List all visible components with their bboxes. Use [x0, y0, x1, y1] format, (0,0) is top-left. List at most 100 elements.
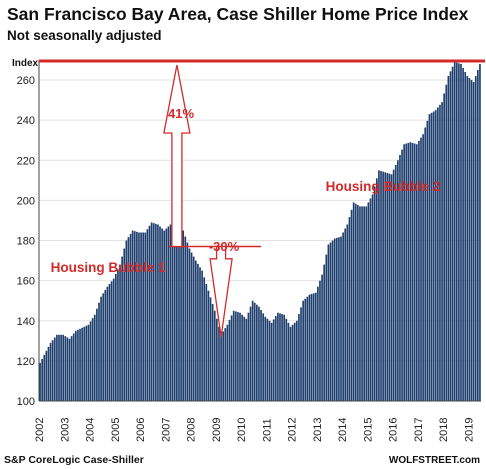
bar — [133, 231, 136, 401]
bar — [232, 310, 235, 401]
bar — [49, 342, 52, 401]
bar — [182, 230, 185, 401]
bar — [176, 218, 178, 401]
bar — [110, 281, 113, 401]
bar — [64, 336, 67, 401]
bar — [338, 237, 340, 401]
bar — [413, 143, 416, 401]
bar — [77, 329, 79, 401]
bar — [165, 228, 168, 401]
bar — [239, 312, 241, 401]
bar — [283, 314, 286, 401]
bar — [350, 209, 353, 401]
bar — [424, 127, 427, 401]
bar — [224, 328, 227, 401]
bar — [439, 104, 441, 402]
bar — [277, 312, 279, 401]
bar — [455, 62, 458, 402]
bar — [306, 296, 309, 401]
bar — [72, 333, 75, 401]
bar — [237, 312, 239, 401]
bar — [256, 304, 258, 401]
bar — [102, 293, 105, 401]
x-tick-label: 2006 — [135, 418, 147, 442]
bar — [293, 322, 296, 401]
x-tick-label: 2011 — [261, 418, 273, 442]
bar — [434, 110, 437, 402]
bar — [106, 286, 109, 401]
y-tick-label: 160 — [17, 276, 35, 288]
bar — [173, 220, 176, 401]
bar — [146, 229, 149, 401]
bar — [253, 302, 256, 401]
x-tick-label: 2016 — [388, 418, 400, 442]
bar — [474, 76, 477, 402]
bar — [405, 143, 408, 401]
bar — [466, 76, 469, 402]
bar — [437, 107, 439, 401]
bar — [60, 334, 62, 401]
bar — [209, 297, 212, 401]
bar — [371, 194, 374, 401]
bar — [302, 300, 304, 401]
bar — [333, 238, 336, 401]
bar — [314, 292, 317, 401]
bar — [285, 318, 288, 401]
bar — [380, 170, 382, 401]
bar — [310, 294, 313, 401]
bar — [295, 320, 298, 401]
bar — [266, 318, 269, 401]
x-tick-label: 2007 — [160, 418, 172, 442]
bar — [51, 340, 54, 401]
bar — [171, 222, 174, 401]
bar — [382, 171, 384, 401]
bar — [138, 232, 140, 401]
bar — [472, 82, 475, 401]
bar — [127, 237, 130, 401]
bar — [249, 306, 252, 401]
bar — [234, 311, 237, 401]
bar — [378, 170, 380, 401]
bar — [104, 290, 107, 401]
bar — [430, 112, 433, 401]
bar — [409, 142, 412, 402]
bar — [319, 280, 321, 401]
bar — [243, 316, 246, 401]
bar — [83, 326, 86, 401]
bar — [357, 205, 359, 401]
bar — [392, 169, 395, 401]
bar — [426, 120, 429, 401]
x-tick-label: 2017 — [413, 418, 425, 442]
bar — [447, 76, 450, 402]
bar — [268, 320, 271, 401]
x-tick-label: 2008 — [186, 418, 198, 442]
y-tick-label: 200 — [17, 195, 35, 207]
bar — [386, 173, 389, 401]
bar — [403, 144, 406, 401]
bar — [298, 314, 300, 401]
bar — [167, 226, 170, 401]
bar — [79, 328, 81, 401]
annotation-housing-bubble-1: Housing Bubble 1 — [51, 260, 166, 275]
bar — [460, 64, 462, 401]
bar — [308, 294, 311, 401]
bar — [325, 254, 328, 401]
bar — [390, 174, 393, 401]
bar — [184, 236, 187, 401]
bar — [443, 93, 445, 402]
bar — [125, 240, 128, 401]
bar — [148, 225, 151, 401]
bar — [136, 231, 138, 401]
bar — [222, 331, 224, 401]
bar — [428, 114, 431, 401]
bar — [464, 72, 467, 401]
bar — [100, 296, 102, 401]
bar — [226, 324, 229, 401]
bar — [373, 186, 376, 401]
x-tick-label: 2010 — [236, 418, 248, 442]
bar — [180, 226, 182, 401]
bar — [470, 80, 473, 401]
chart-subtitle: Not seasonally adjusted — [7, 28, 162, 43]
bar — [112, 278, 115, 401]
bar — [399, 154, 401, 401]
